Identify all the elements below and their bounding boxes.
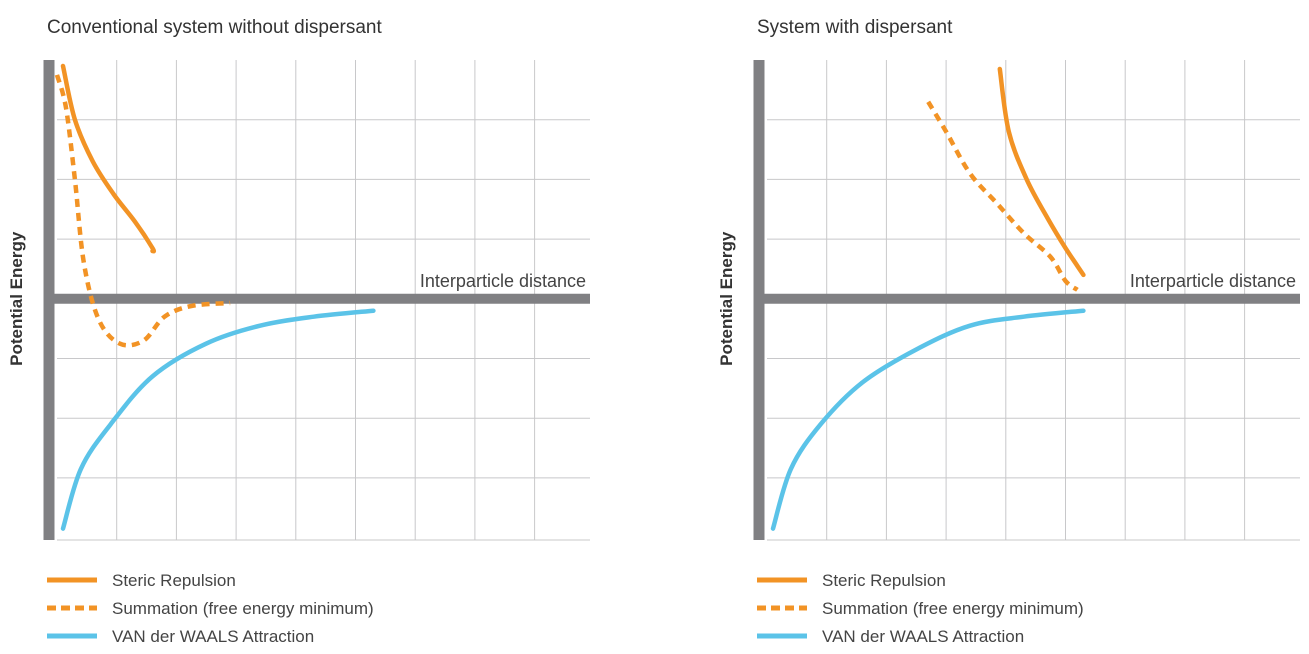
series-line-steric-repulsion (60, 63, 157, 254)
legend-label: Steric Repulsion (112, 571, 236, 590)
legend-label: VAN der WAALS Attraction (112, 627, 315, 646)
x-axis-label: Interparticle distance (1130, 271, 1296, 291)
legend-swatch (757, 633, 807, 639)
series-line-summation-free-energy-minimum (926, 100, 1079, 292)
chart-plot-area: Interparticle distance Potential Energy (717, 60, 1300, 541)
chart-title: Conventional system without dispersant (47, 17, 382, 38)
chart-panel-with-dispersant: System with dispersant Interparticle dis… (710, 0, 1309, 650)
legend-label: Summation (free energy minimum) (822, 599, 1084, 618)
chart-panel-conventional: Conventional system without dispersant I… (0, 0, 620, 650)
series-line-van-der-waals-attraction (770, 308, 1086, 531)
series-line-van-der-waals-attraction (60, 308, 376, 531)
x-axis-label: Interparticle distance (420, 271, 586, 291)
chart-plot-area: Interparticle distance Potential Energy (7, 60, 590, 541)
legend-label: Steric Repulsion (822, 571, 946, 590)
legend-swatch (757, 577, 807, 583)
series-line-steric-repulsion (997, 66, 1086, 278)
legend-label: VAN der WAALS Attraction (822, 627, 1025, 646)
legend-label: Summation (free energy minimum) (112, 599, 374, 618)
legend-swatch (47, 577, 97, 583)
y-axis-label: Potential Energy (7, 231, 26, 366)
legend-swatch (47, 633, 97, 639)
y-axis-label: Potential Energy (717, 231, 736, 366)
legend-swatch (47, 605, 97, 611)
chart-title: System with dispersant (757, 17, 953, 38)
legend-swatch (757, 605, 807, 611)
series-line-summation-free-energy-minimum (54, 74, 231, 348)
